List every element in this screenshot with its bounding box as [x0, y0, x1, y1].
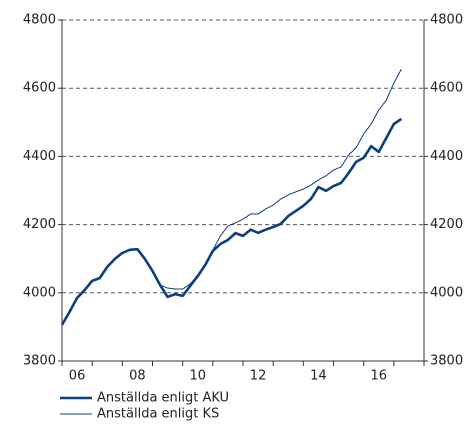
y-tick-label: 4400	[23, 149, 56, 164]
series-line	[61, 68, 402, 326]
y-tick-label: 4000	[23, 285, 56, 300]
y2-tick-label: 4400	[430, 149, 463, 164]
legend-label: Anställda enligt KS	[97, 407, 219, 422]
x-tick-label: 16	[370, 369, 387, 384]
y-tick-label: 4800	[23, 13, 56, 28]
y2-tick-label: 4200	[430, 217, 463, 232]
x-tick-label: 10	[189, 369, 206, 384]
y2-tick-label: 3800	[430, 354, 463, 369]
series-line	[60, 117, 403, 326]
x-tick-label: 08	[129, 369, 146, 384]
x-tick-label: 06	[69, 369, 86, 384]
x-tick-label: 14	[310, 369, 327, 384]
y-tick-label: 4600	[23, 81, 56, 96]
x-tick-label: 12	[250, 369, 267, 384]
y-tick-label: 4200	[23, 217, 56, 232]
y2-tick-label: 4600	[430, 81, 463, 96]
y2-tick-label: 4000	[430, 285, 463, 300]
y-tick-label: 3800	[23, 354, 56, 369]
y2-tick-label: 4800	[430, 13, 463, 28]
legend-label: Anställda enligt AKU	[97, 391, 229, 406]
